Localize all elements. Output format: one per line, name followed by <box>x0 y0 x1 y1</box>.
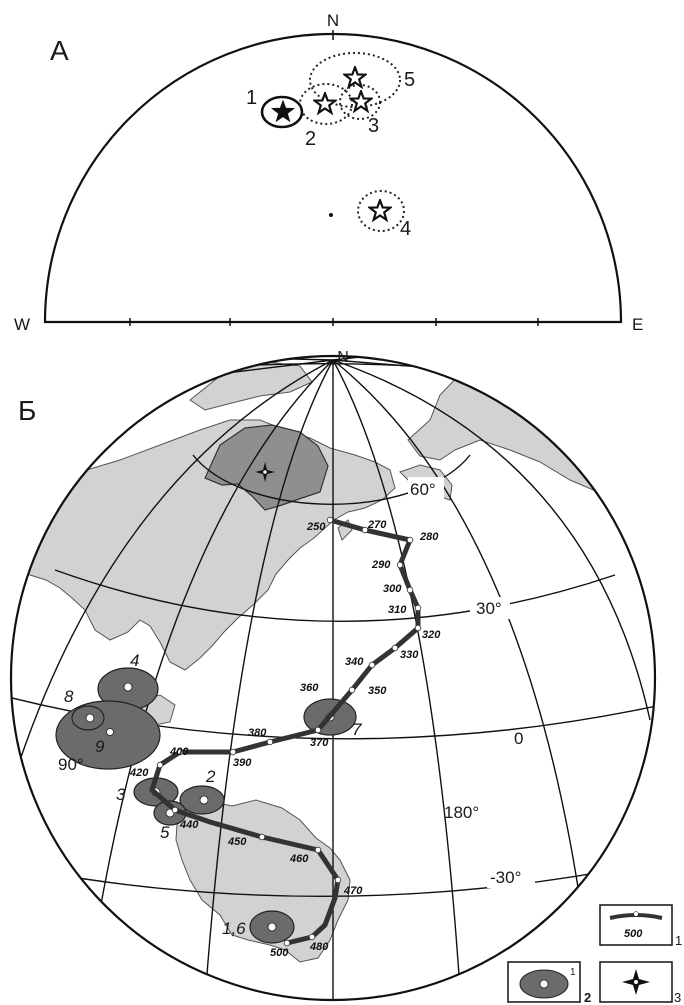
meridian-e3 <box>332 359 651 721</box>
pole-5-ellipse <box>309 52 401 108</box>
pole-3-ellipse <box>339 84 381 120</box>
stereonet-hemisphere <box>43 32 623 324</box>
globe-north-label: N <box>337 349 349 366</box>
age-380: 380 <box>248 727 267 739</box>
age-320: 320 <box>422 629 441 641</box>
lat-minus-30-label: -30° <box>490 868 521 887</box>
pole-label-4: 4 <box>130 651 139 670</box>
panel-b: Б <box>9 349 657 1002</box>
age-310: 310 <box>388 604 407 616</box>
age-270: 270 <box>367 519 387 531</box>
age-420: 420 <box>129 767 149 779</box>
meridian-w3 <box>19 359 334 761</box>
legend-item-2: 1 2 <box>507 961 591 1005</box>
age-370: 370 <box>310 737 329 749</box>
panel-a-label: А <box>50 35 69 66</box>
apwp-age-points <box>156 516 422 947</box>
age-460: 460 <box>289 853 309 865</box>
age-360: 360 <box>300 682 319 694</box>
pole-4-ellipse <box>357 190 405 232</box>
globe-outline <box>9 354 657 1002</box>
lat60-label-bg <box>408 477 444 499</box>
lon-180-label: 180° <box>444 803 479 822</box>
pole-2-ellipse <box>299 83 353 125</box>
pole-1-star <box>272 100 294 122</box>
pole-label-7: 7 <box>352 720 362 739</box>
meridian-arctic-e2 <box>332 356 406 361</box>
age-500: 500 <box>270 947 289 959</box>
center-dot <box>329 213 333 217</box>
age-290: 290 <box>371 559 391 571</box>
east-label: E <box>632 315 643 334</box>
age-480: 480 <box>309 941 329 953</box>
age-450: 450 <box>227 836 247 848</box>
legend-3-number: 3 <box>674 990 681 1005</box>
latm30-label-bg <box>487 866 535 888</box>
age-350: 350 <box>368 685 387 697</box>
pole-1-label: 1 <box>246 87 257 109</box>
siberian-craton <box>204 424 329 511</box>
age-390: 390 <box>233 757 252 769</box>
age-340: 340 <box>345 656 364 668</box>
legend-2-number: 2 <box>584 990 591 1005</box>
lat-30-label: 30° <box>476 599 502 618</box>
pole-1-ellipse <box>260 95 304 129</box>
west-label: W <box>14 315 30 334</box>
pole-2-label: 2 <box>305 128 316 150</box>
pole-label-5: 5 <box>160 823 170 842</box>
panel-b-label: Б <box>18 395 36 426</box>
meridian-w1 <box>204 359 334 1000</box>
pole-5-label: 5 <box>404 69 415 91</box>
age-470: 470 <box>343 885 363 897</box>
lat-60-label: 60° <box>410 480 436 499</box>
age-300: 300 <box>383 583 402 595</box>
age-250: 250 <box>306 521 326 533</box>
age-330: 330 <box>400 649 419 661</box>
age-280: 280 <box>419 531 439 543</box>
legend-2-superscript: 1 <box>570 967 576 978</box>
lon-90-label: 90° <box>58 755 84 774</box>
pole-5-star <box>343 66 367 88</box>
age-400: 400 <box>169 746 189 758</box>
pole-3-label: 3 <box>368 115 379 137</box>
pole-4-star <box>368 199 392 221</box>
meridian-w2 <box>99 359 334 911</box>
legend-1-value: 500 <box>624 928 643 940</box>
meridian-e1 <box>332 359 461 991</box>
lat30-label-bg <box>470 597 510 619</box>
lat-30 <box>54 569 616 622</box>
apwp-path <box>149 517 421 946</box>
legend-1-number: 1 <box>675 933 682 948</box>
pole-labels: 1,6 2 3 4 5 7 8 9 <box>64 651 362 938</box>
pole-label-3: 3 <box>116 785 126 804</box>
pole-label-2: 2 <box>205 767 216 786</box>
legend-item-3: 3 <box>599 961 681 1005</box>
pole-label-9: 9 <box>95 737 105 756</box>
age-labels: 250 270 280 290 300 310 320 330 340 350 … <box>129 519 441 959</box>
reference-point-star <box>255 462 275 482</box>
pole-3-star <box>349 90 373 112</box>
pole-4-label: 4 <box>400 218 411 240</box>
legend-item-1: 500 1 <box>599 904 682 948</box>
pole-label-8: 8 <box>64 687 74 706</box>
legend: 500 1 1 2 3 <box>507 904 682 1005</box>
lat-0-label: 0 <box>514 729 523 748</box>
pole-label-1-6: 1,6 <box>222 919 246 938</box>
age-440: 440 <box>179 819 199 831</box>
pole-8-ellipse <box>71 705 105 731</box>
north-label: N <box>327 11 339 30</box>
globe-map <box>11 356 655 1000</box>
panel-a: А N W E 5 2 3 1 4 <box>14 11 643 334</box>
meridian-e2 <box>332 359 581 901</box>
